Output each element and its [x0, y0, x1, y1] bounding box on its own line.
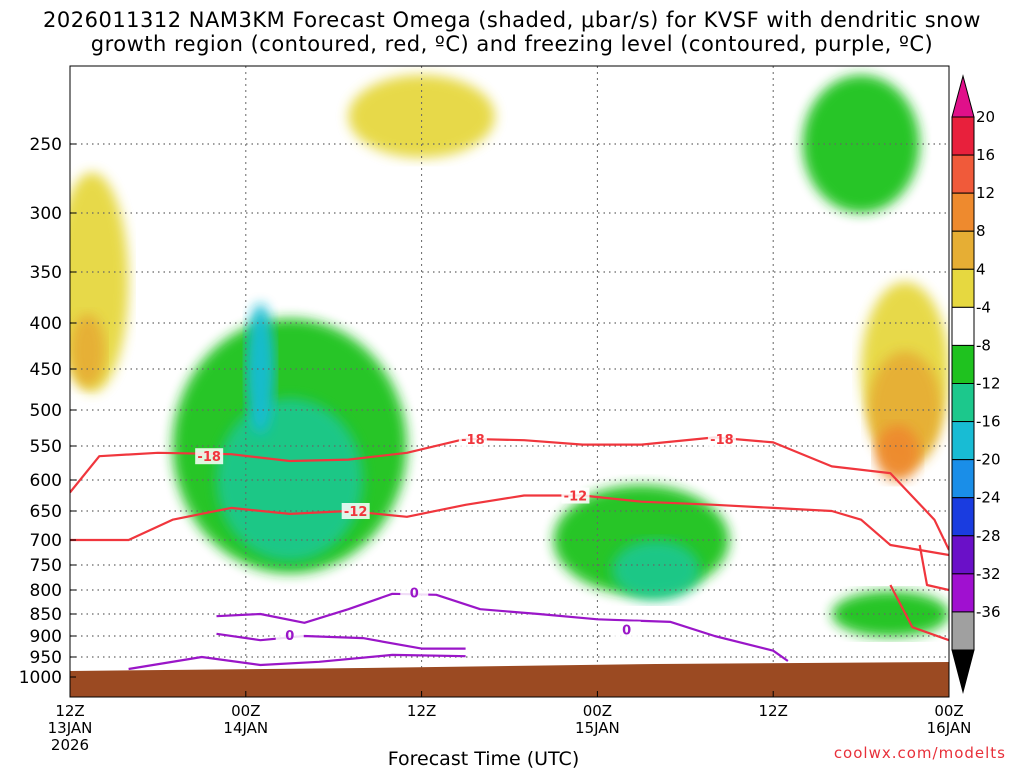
colorbar-segment — [951, 192, 975, 232]
colorbar-label: -20 — [976, 451, 1001, 469]
y-tick-label: 350 — [30, 263, 62, 283]
red-contour-label: -18 — [197, 450, 221, 465]
chart-title-line1: 2026011312 NAM3KM Forecast Omega (shaded… — [43, 8, 981, 32]
colorbar-label: -28 — [976, 527, 1001, 545]
y-tick-label: 650 — [30, 502, 62, 522]
y-tick-label: 550 — [30, 437, 62, 457]
red-contour-label: -18 — [710, 433, 734, 448]
y-tick-label: 850 — [30, 605, 62, 625]
colorbar-segment — [951, 306, 975, 346]
red-contour-label-bg — [561, 487, 590, 504]
colorbar-label: -12 — [976, 375, 1001, 393]
y-tick-label: 500 — [30, 401, 62, 421]
red-contour-label-bg — [707, 430, 736, 447]
y-tick-label: 750 — [30, 556, 62, 576]
red-contour-label: -18 — [461, 433, 485, 448]
y-tick-label: 950 — [30, 648, 62, 668]
colorbar-top-arrow — [951, 74, 975, 118]
purple-contour-label: 0 — [285, 629, 294, 644]
colorbar-label: -32 — [976, 565, 1001, 583]
colorbar-label: 16 — [976, 146, 995, 164]
colorbar-segment — [951, 497, 975, 537]
x-tick-label: 12Z — [407, 702, 436, 720]
omega-region-8 — [70, 314, 106, 387]
colorbar-segment — [951, 535, 975, 575]
purple-contour-label: 0 — [622, 623, 631, 638]
credit-text[interactable]: coolwx.com/modelts — [833, 744, 1006, 762]
x-tick-label: 00Z — [583, 702, 612, 720]
x-tick-label: 00Z — [934, 702, 963, 720]
omega-region-4 — [348, 75, 495, 158]
y-tick-label: 450 — [30, 360, 62, 380]
omega-region--12 — [612, 540, 700, 600]
omega-region-12 — [875, 425, 920, 481]
omega-region--12 — [216, 398, 363, 562]
omega-region--8 — [802, 75, 920, 213]
omega-region--16 — [245, 303, 276, 435]
red-contour-line — [918, 544, 949, 592]
red-contour-line — [889, 584, 949, 642]
colorbar-segment — [951, 344, 975, 384]
colorbar-label: -4 — [976, 298, 991, 316]
x-tick-label: 2026 — [51, 736, 89, 754]
colorbar-segment — [951, 154, 975, 194]
colorbar-segment — [951, 116, 975, 156]
colorbar-segment — [951, 268, 975, 308]
purple-contour-label: 0 — [410, 586, 419, 601]
purple-contour-line — [128, 653, 466, 671]
red-contour-label-bg — [341, 503, 370, 519]
x-axis-label: Forecast Time (UTC) — [388, 748, 579, 768]
colorbar-segment — [951, 573, 975, 613]
x-tick-label: 15JAN — [575, 719, 620, 737]
colorbar-segment — [951, 383, 975, 423]
red-contour-label-bg — [458, 430, 487, 447]
colorbar-label: 12 — [976, 184, 995, 202]
x-tick-label: 12Z — [759, 702, 788, 720]
purple-contour-label-bg — [400, 584, 429, 601]
colorbar-bottom-arrow — [951, 649, 975, 694]
colorbar-label: 8 — [976, 222, 986, 240]
red-contour-label: -12 — [564, 490, 588, 505]
colorbar-label: -24 — [976, 489, 1001, 507]
y-tick-label: 700 — [30, 531, 62, 551]
plot-frame — [69, 65, 950, 698]
x-tick-label: 14JAN — [223, 719, 268, 737]
colorbar-segment — [951, 459, 975, 499]
y-tick-label: 1000 — [19, 668, 62, 688]
purple-contour-line — [216, 632, 466, 650]
terrain-ground — [70, 662, 949, 697]
colorbar-label: 20 — [976, 108, 995, 126]
colorbar-segment — [951, 611, 975, 651]
purple-contour-label-bg — [275, 627, 304, 644]
colorbar-label: -8 — [976, 336, 991, 354]
y-tick-label: 600 — [30, 471, 62, 491]
colorbar-label: -36 — [976, 603, 1001, 621]
colorbar-label: 4 — [976, 260, 986, 278]
red-contour-line — [70, 494, 949, 557]
chart-title-line2: growth region (contoured, red, ºC) and f… — [90, 32, 934, 56]
y-tick-label: 900 — [30, 627, 62, 647]
red-contour-label: -12 — [344, 505, 368, 520]
colorbar-label: -16 — [976, 413, 1001, 431]
purple-contour-line — [216, 592, 789, 662]
colorbar-segment — [951, 421, 975, 461]
y-tick-label: 400 — [30, 314, 62, 334]
red-contour-label-bg — [195, 448, 224, 465]
x-tick-label: 00Z — [231, 702, 260, 720]
x-tick-label: 13JAN — [48, 719, 93, 737]
y-tick-label: 250 — [30, 135, 62, 155]
y-tick-label: 800 — [30, 581, 62, 601]
y-tick-label: 300 — [30, 204, 62, 224]
purple-contour-label-bg — [612, 621, 641, 638]
x-tick-label: 12Z — [55, 702, 84, 720]
x-tick-label: 16JAN — [927, 719, 972, 737]
colorbar-segment — [951, 230, 975, 270]
